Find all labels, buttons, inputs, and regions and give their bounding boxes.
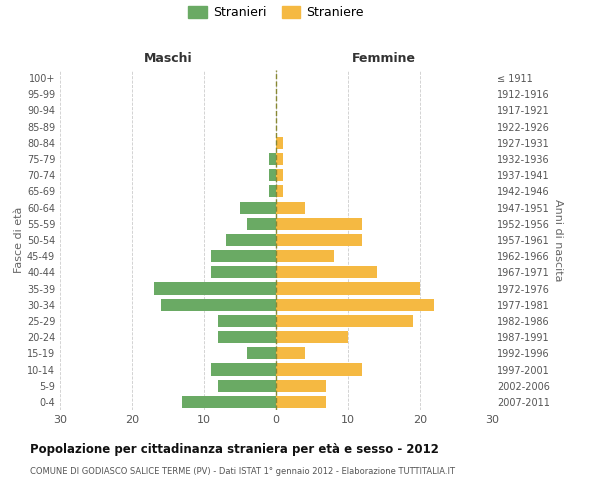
Bar bbox=[276, 298, 434, 311]
Text: Maschi: Maschi bbox=[143, 52, 193, 65]
Bar bbox=[211, 250, 276, 262]
Bar bbox=[218, 331, 276, 343]
Bar bbox=[269, 153, 276, 165]
Y-axis label: Anni di nascita: Anni di nascita bbox=[553, 198, 563, 281]
Bar bbox=[276, 396, 326, 408]
Bar bbox=[276, 153, 283, 165]
Bar bbox=[276, 250, 334, 262]
Bar bbox=[218, 315, 276, 327]
Bar bbox=[276, 202, 305, 213]
Bar bbox=[276, 348, 305, 360]
Bar bbox=[211, 364, 276, 376]
Bar bbox=[247, 218, 276, 230]
Bar bbox=[218, 380, 276, 392]
Bar bbox=[276, 266, 377, 278]
Bar bbox=[182, 396, 276, 408]
Bar bbox=[276, 282, 420, 294]
Text: Femmine: Femmine bbox=[352, 52, 416, 65]
Bar bbox=[276, 315, 413, 327]
Bar bbox=[247, 348, 276, 360]
Bar bbox=[276, 364, 362, 376]
Bar bbox=[276, 380, 326, 392]
Bar bbox=[276, 137, 283, 149]
Bar bbox=[269, 169, 276, 181]
Bar bbox=[161, 298, 276, 311]
Text: COMUNE DI GODIASCO SALICE TERME (PV) - Dati ISTAT 1° gennaio 2012 - Elaborazione: COMUNE DI GODIASCO SALICE TERME (PV) - D… bbox=[30, 468, 455, 476]
Bar bbox=[276, 186, 283, 198]
Bar bbox=[240, 202, 276, 213]
Y-axis label: Fasce di età: Fasce di età bbox=[14, 207, 24, 273]
Bar bbox=[276, 331, 348, 343]
Bar bbox=[226, 234, 276, 246]
Bar bbox=[154, 282, 276, 294]
Text: Popolazione per cittadinanza straniera per età e sesso - 2012: Popolazione per cittadinanza straniera p… bbox=[30, 442, 439, 456]
Bar bbox=[211, 266, 276, 278]
Bar bbox=[276, 234, 362, 246]
Bar bbox=[276, 169, 283, 181]
Legend: Stranieri, Straniere: Stranieri, Straniere bbox=[184, 2, 368, 23]
Bar bbox=[269, 186, 276, 198]
Bar bbox=[276, 218, 362, 230]
